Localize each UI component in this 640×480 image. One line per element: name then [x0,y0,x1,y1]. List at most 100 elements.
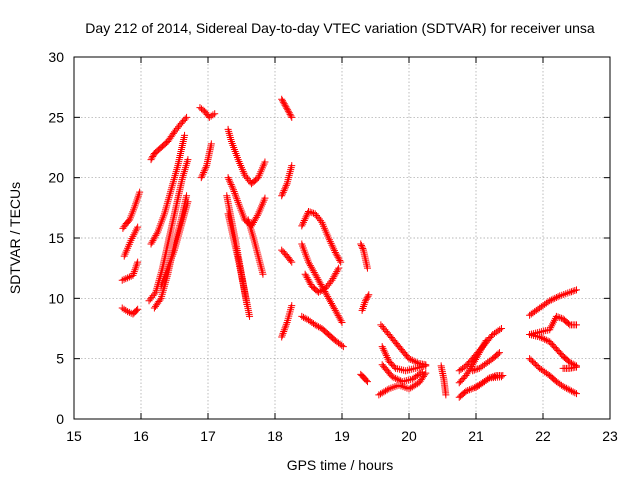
data-point [552,312,560,320]
data-point [561,383,569,391]
data-point [567,288,575,296]
data-point [474,365,482,373]
data-point [278,190,286,198]
data-point [494,350,502,358]
series-track-27 [357,370,371,386]
data-point [499,372,507,380]
data-point [539,335,547,343]
series-track-31 [378,361,426,386]
series-track-39 [526,312,580,339]
data-point [328,241,336,249]
data-point [334,253,342,261]
data-point [303,211,311,219]
data-point [284,107,292,115]
y-tick-label: 5 [56,351,64,367]
data-point [181,131,189,139]
data-point [118,276,126,284]
data-point [417,369,425,377]
data-point [566,386,574,394]
data-point [125,273,133,281]
data-point [379,344,387,352]
data-point [298,222,306,230]
y-tick-label: 30 [48,49,64,65]
series-track-21 [298,207,345,266]
data-point [209,111,217,119]
data-point [329,243,337,251]
data-point [232,193,240,201]
data-point [470,366,478,374]
data-point [547,296,555,304]
data-point [282,103,290,111]
data-point [283,104,291,112]
data-point [246,312,254,320]
y-tick-label: 25 [48,109,64,125]
data-point [326,238,334,246]
data-point [469,367,477,375]
data-point [288,113,296,121]
data-point [487,373,495,381]
data-point [484,375,492,383]
data-point [408,356,416,364]
data-point [566,358,574,366]
series-track-36 [472,372,507,392]
data-point [442,391,450,399]
data-point [337,258,345,266]
y-tick-label: 0 [56,411,64,427]
data-point [285,109,293,117]
data-point [497,325,505,332]
data-point [147,156,155,164]
data-point [281,185,289,193]
data-point [315,288,323,296]
data-point [156,296,164,304]
data-point [199,170,207,178]
series-track-32 [437,362,450,399]
tick-labels: 15 16 17 18 19 20 21 22 23 0 5 10 15 20 25 30 [48,49,618,444]
data-point [357,240,365,248]
data-point [282,183,290,191]
x-tick-label: 23 [602,428,618,444]
series-track-4 [120,223,142,260]
data-point [211,110,219,118]
data-point [489,373,497,381]
data-point [490,372,498,380]
data-point [378,343,386,351]
data-point [134,305,142,313]
data-point [261,194,269,202]
data-point [554,293,562,301]
data-point [224,174,232,182]
data-point [462,372,470,380]
data-point [229,184,237,192]
data-point [380,346,388,354]
data-point [279,329,287,337]
data-point [318,286,326,294]
series-track-42 [559,363,580,372]
series-track-5 [147,113,191,164]
data-point [149,153,157,161]
data-point [468,363,476,371]
data-point [124,308,132,316]
series-track-19 [278,246,296,266]
data-point [118,304,126,312]
data-point [381,348,389,356]
x-tick-label: 18 [267,428,283,444]
data-point [325,236,333,244]
data-point [278,331,286,339]
data-point [305,207,312,215]
series-track-17 [278,95,296,121]
data-point [234,198,242,206]
data-point [358,243,366,251]
data-point [573,390,580,398]
data-point [362,376,370,384]
data-point [571,286,579,294]
data-point [573,363,580,371]
data-point [336,257,344,265]
data-point [279,98,287,106]
data-point [382,350,390,358]
data-point [335,255,343,263]
data-point [299,313,307,321]
series-track-15 [224,210,254,320]
data-point [313,322,321,330]
